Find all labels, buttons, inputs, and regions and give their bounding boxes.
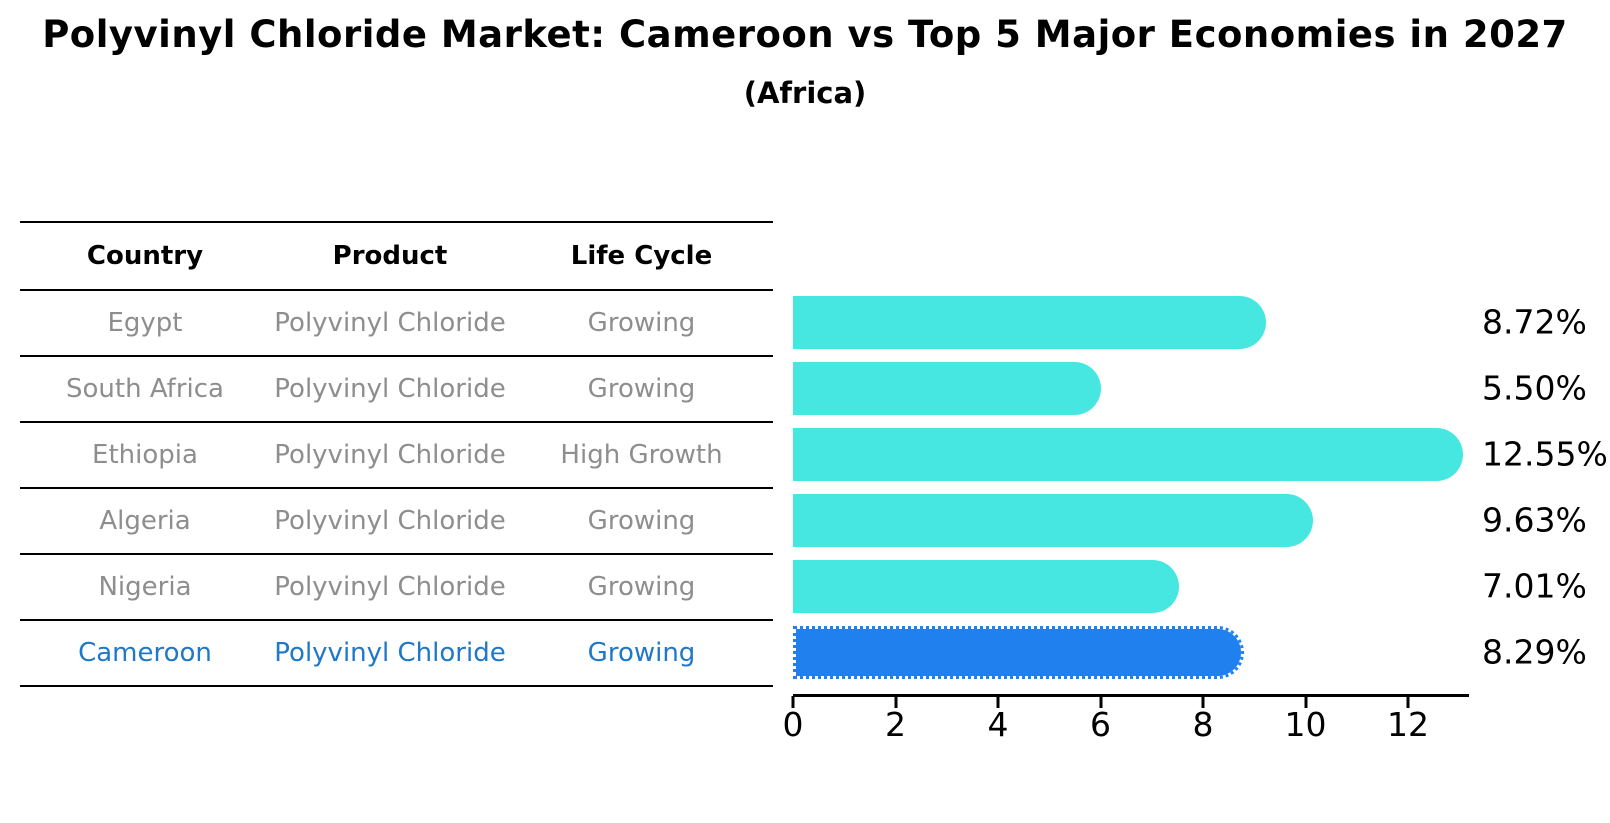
table-header-row: Country Product Life Cycle [20, 223, 773, 291]
value-label: 5.50% [1482, 368, 1587, 408]
table-row: Ethiopia Polyvinyl Chloride High Growth [20, 423, 773, 489]
value-label: 12.55% [1482, 434, 1608, 474]
bar [793, 295, 1267, 349]
value-label: 8.29% [1482, 632, 1587, 672]
table-cell-product: Polyvinyl Chloride [274, 308, 506, 338]
tick-mark [1304, 696, 1307, 708]
table-cell-product: Polyvinyl Chloride [274, 638, 506, 668]
page-subtitle: (Africa) [743, 76, 867, 110]
tick-label: 6 [1090, 705, 1111, 744]
page-title: Polyvinyl Chloride Market: Cameroon vs T… [42, 13, 1568, 56]
table-cell-life_cycle: Growing [587, 506, 696, 536]
table-cell-country: Egypt [107, 308, 183, 338]
table-row: South Africa Polyvinyl Chloride Growing [20, 357, 773, 423]
bar [793, 361, 1102, 415]
table-cell-country: Cameroon [78, 638, 212, 668]
table-cell-life_cycle: Growing [587, 374, 696, 404]
tick-mark [791, 696, 795, 708]
table-cell-product: Polyvinyl Chloride [274, 572, 506, 602]
tick-label: 10 [1284, 705, 1327, 744]
table-row: Egypt Polyvinyl Chloride Growing [20, 291, 773, 357]
column-header: Product [332, 241, 448, 271]
tick-label: 2 [885, 705, 906, 744]
x-axis-line [793, 694, 1469, 697]
table-cell-country: Algeria [99, 506, 191, 536]
bar [793, 493, 1314, 547]
country-table: Country Product Life Cycle Egypt Polyvinyl C… [20, 221, 773, 687]
bar-cameroon-highlighted [793, 625, 1245, 679]
table-cell-country: South Africa [66, 374, 224, 404]
tick-mark [1099, 696, 1102, 708]
tick-mark [894, 696, 897, 708]
bar [793, 427, 1463, 481]
table-cell-life_cycle: High Growth [560, 440, 723, 470]
column-header: Country [86, 241, 204, 271]
tick-label: 12 [1387, 705, 1429, 744]
table-cell-life_cycle: Growing [587, 308, 696, 338]
value-label: 8.72% [1482, 302, 1587, 342]
tick-mark [1201, 696, 1205, 708]
tick-mark [1406, 696, 1410, 708]
table-cell-product: Polyvinyl Chloride [274, 374, 506, 404]
table-row: Nigeria Polyvinyl Chloride Growing [20, 555, 773, 621]
table-cell-country: Nigeria [98, 572, 192, 602]
table-cell-country: Ethiopia [92, 440, 198, 470]
value-label: 7.01% [1482, 566, 1587, 606]
tick-label: 4 [987, 705, 1009, 744]
table-cell-product: Polyvinyl Chloride [274, 506, 506, 536]
tick-mark [996, 696, 1000, 708]
tick-label: 8 [1192, 705, 1214, 744]
tick-label: 0 [782, 705, 804, 744]
value-label: 9.63% [1482, 500, 1587, 540]
table-cell-life_cycle: Growing [587, 572, 696, 602]
column-header: Life Cycle [570, 241, 713, 271]
table-row: Algeria Polyvinyl Chloride Growing [20, 489, 773, 555]
table-row: Cameroon Polyvinyl Chloride Growing [20, 621, 773, 687]
table-cell-product: Polyvinyl Chloride [274, 440, 506, 470]
table-cell-life_cycle: Growing [587, 638, 696, 668]
bar [793, 559, 1179, 613]
